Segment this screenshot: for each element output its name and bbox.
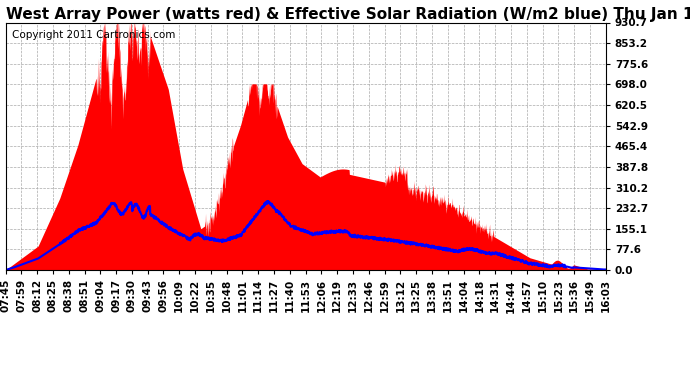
Text: Copyright 2011 Cartronics.com: Copyright 2011 Cartronics.com bbox=[12, 30, 175, 40]
Text: West Array Power (watts red) & Effective Solar Radiation (W/m2 blue) Thu Jan 13 : West Array Power (watts red) & Effective… bbox=[6, 8, 690, 22]
